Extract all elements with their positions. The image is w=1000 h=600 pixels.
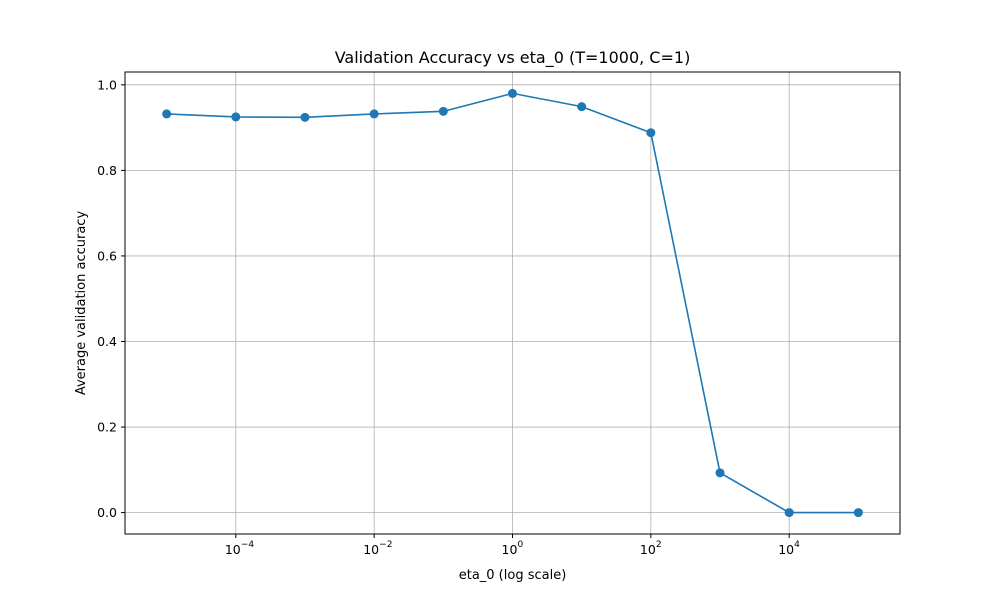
y-tick-label: 0.0 (97, 505, 117, 520)
x-tick-label-exponent: 2 (656, 540, 662, 550)
y-tick-label: 0.6 (97, 248, 117, 263)
x-tick-label-base: 10 (640, 542, 656, 557)
chart-title: Validation Accuracy vs eta_0 (T=1000, C=… (335, 48, 691, 68)
x-tick-label-exponent: −4 (241, 540, 255, 550)
y-tick-label: 0.8 (97, 163, 117, 178)
data-point (231, 112, 241, 122)
grid-layer (125, 72, 900, 534)
x-tick-label-base: 10 (363, 542, 379, 557)
x-tick-label: 10 −2 (363, 540, 392, 557)
data-point (646, 128, 656, 138)
x-tick-label-exponent: −2 (379, 540, 392, 550)
data-point (577, 102, 587, 112)
y-tick-label: 0.2 (97, 420, 117, 435)
data-point (369, 109, 379, 119)
data-point (508, 88, 517, 98)
data-point (300, 112, 310, 122)
data-point (715, 468, 725, 478)
data-point (853, 508, 863, 518)
x-tick-label: 10 4 (778, 540, 800, 557)
x-axis-label: eta_0 (log scale) (459, 568, 567, 583)
data-point (784, 508, 794, 518)
x-tick-label-exponent: 4 (794, 540, 800, 550)
y-axis-label: Average validation accuracy (74, 211, 89, 396)
ticks-layer: 0.00.20.40.60.81.010 −4 10 −2 10 0 10 2 10 4 (97, 77, 800, 557)
data-point (162, 109, 172, 119)
x-tick-label-base: 10 (225, 542, 241, 557)
x-tick-label: 10 −4 (225, 540, 254, 557)
series-layer (162, 88, 863, 518)
x-tick-label: 10 0 (502, 540, 524, 557)
y-tick-label: 1.0 (97, 77, 117, 92)
x-tick-label: 10 2 (640, 540, 662, 557)
data-point (438, 106, 448, 116)
y-tick-label: 0.4 (97, 334, 117, 349)
x-tick-label-base: 10 (502, 542, 518, 557)
x-tick-label-base: 10 (778, 542, 794, 557)
x-tick-label-exponent: 0 (518, 540, 524, 550)
